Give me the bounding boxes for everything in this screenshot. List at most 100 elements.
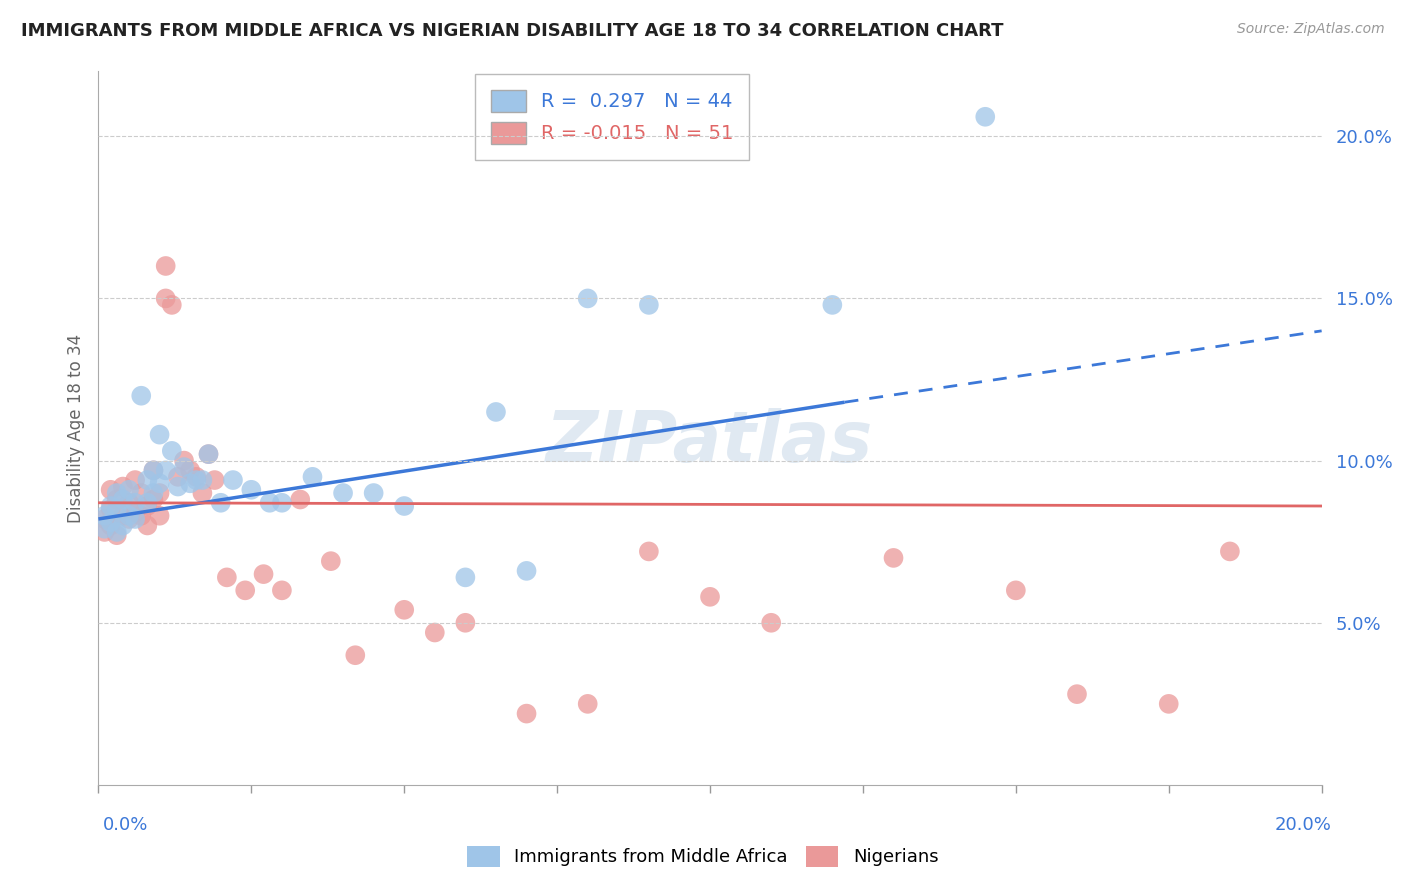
Point [1219, 544, 1241, 558]
Point [124, 512, 146, 526]
Point [149, 508, 172, 523]
Point [111, 492, 134, 507]
Point [160, 443, 183, 458]
Point [301, 470, 323, 484]
Point [105, 528, 128, 542]
Point [124, 506, 146, 520]
Text: 0.0%: 0.0% [103, 816, 148, 834]
Point [974, 110, 997, 124]
Point [392, 499, 416, 513]
Point [191, 473, 214, 487]
Point [118, 483, 141, 497]
Point [319, 554, 342, 568]
Point [204, 473, 226, 487]
Y-axis label: Disability Age 18 to 34: Disability Age 18 to 34 [66, 334, 84, 523]
Point [100, 483, 122, 497]
Point [149, 476, 172, 491]
Point [186, 470, 208, 484]
Point [118, 512, 141, 526]
Point [100, 502, 122, 516]
Point [186, 473, 208, 487]
Point [111, 479, 134, 493]
Point [105, 524, 128, 539]
Point [270, 583, 292, 598]
Point [118, 496, 141, 510]
Point [215, 570, 238, 584]
Text: 20.0%: 20.0% [1275, 816, 1331, 834]
Point [240, 483, 263, 497]
Point [252, 567, 274, 582]
Point [290, 492, 312, 507]
Point [93, 512, 115, 526]
Point [1066, 687, 1088, 701]
Text: ZIPatlas: ZIPatlas [547, 408, 873, 477]
Point [179, 463, 201, 477]
Point [142, 463, 165, 477]
Point [576, 292, 599, 306]
Point [93, 508, 115, 523]
Point [344, 648, 367, 663]
Legend: R =  0.297   N = 44, R = -0.015   N = 51: R = 0.297 N = 44, R = -0.015 N = 51 [475, 74, 749, 160]
Point [233, 583, 256, 598]
Point [173, 460, 195, 475]
Point [136, 496, 159, 510]
Point [197, 447, 219, 461]
Point [136, 518, 159, 533]
Point [149, 486, 172, 500]
Point [392, 603, 416, 617]
Point [111, 518, 134, 533]
Point [124, 496, 146, 510]
Text: Source: ZipAtlas.com: Source: ZipAtlas.com [1237, 22, 1385, 37]
Point [105, 502, 128, 516]
Point [129, 486, 152, 500]
Point [167, 470, 190, 484]
Point [883, 550, 905, 565]
Point [142, 463, 165, 477]
Point [222, 473, 245, 487]
Point [93, 524, 115, 539]
Point [149, 427, 172, 442]
Point [209, 496, 232, 510]
Point [136, 499, 159, 513]
Point [111, 508, 134, 523]
Point [160, 298, 183, 312]
Point [1004, 583, 1026, 598]
Point [93, 522, 115, 536]
Point [637, 544, 661, 558]
Point [454, 615, 477, 630]
Point [142, 492, 165, 507]
Point [179, 476, 201, 491]
Point [142, 486, 165, 500]
Point [129, 389, 152, 403]
Point [821, 298, 844, 312]
Point [699, 590, 721, 604]
Point [118, 508, 141, 523]
Legend: Immigrants from Middle Africa, Nigerians: Immigrants from Middle Africa, Nigerians [460, 838, 946, 874]
Point [485, 405, 508, 419]
Point [576, 697, 599, 711]
Point [129, 508, 152, 523]
Point [191, 486, 214, 500]
Point [155, 292, 177, 306]
Point [136, 473, 159, 487]
Point [105, 492, 128, 507]
Point [759, 615, 782, 630]
Point [454, 570, 477, 584]
Point [270, 496, 292, 510]
Point [105, 486, 128, 500]
Text: IMMIGRANTS FROM MIDDLE AFRICA VS NIGERIAN DISABILITY AGE 18 TO 34 CORRELATION CH: IMMIGRANTS FROM MIDDLE AFRICA VS NIGERIA… [21, 22, 1004, 40]
Point [155, 463, 177, 477]
Point [1157, 697, 1180, 711]
Point [100, 518, 122, 533]
Point [516, 706, 538, 721]
Point [423, 625, 446, 640]
Point [124, 473, 146, 487]
Point [259, 496, 281, 510]
Point [197, 447, 219, 461]
Point [173, 453, 195, 467]
Point [167, 479, 190, 493]
Point [100, 515, 122, 529]
Point [155, 259, 177, 273]
Point [637, 298, 661, 312]
Point [332, 486, 354, 500]
